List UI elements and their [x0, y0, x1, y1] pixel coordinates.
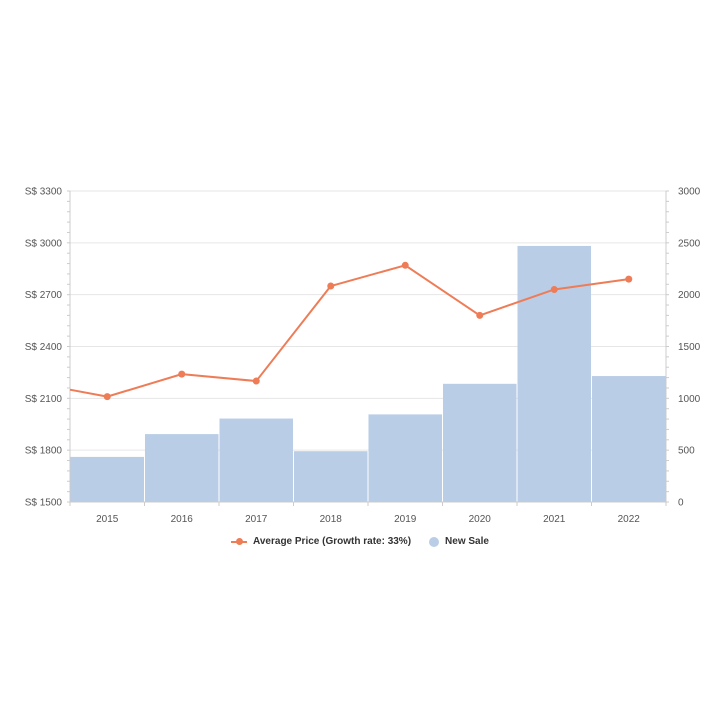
- x-tick-label: 2018: [320, 514, 343, 525]
- axes: [67, 190, 669, 506]
- y-right-tick-label: 3000: [678, 187, 701, 198]
- tick-labels: S$ 1500 S$ 1800 S$ 2100 S$ 2400 S$ 2700 S$ 30…: [25, 187, 701, 526]
- x-tick-label: 2022: [618, 514, 641, 525]
- circle-marker-icon: [429, 536, 440, 547]
- bar: [70, 456, 144, 502]
- x-tick-label: 2016: [171, 514, 194, 525]
- price-point: [252, 377, 260, 385]
- bar: [219, 418, 293, 502]
- y-right-tick-label: 1000: [678, 394, 701, 405]
- x-tick-label: 2017: [245, 514, 268, 525]
- x-tick-label: 2020: [469, 514, 492, 525]
- y-left-tick-label: S$ 2100: [25, 394, 63, 405]
- x-tick-label: 2021: [543, 514, 566, 525]
- y-right-tick-label: 2000: [678, 290, 701, 301]
- legend-item-average-price[interactable]: Average Price (Growth rate: 33%): [231, 536, 411, 547]
- legend-label-new-sale: New Sale: [445, 536, 489, 547]
- bar: [294, 451, 368, 502]
- bar: [443, 383, 517, 502]
- price-point: [103, 393, 111, 401]
- price-point: [327, 282, 335, 290]
- price-point: [625, 275, 633, 283]
- bar: [145, 434, 219, 502]
- bar-series-new-sale: [70, 245, 666, 502]
- price-point: [178, 370, 186, 378]
- bar: [517, 245, 591, 502]
- bar: [368, 414, 442, 502]
- x-tick-label: 2019: [394, 514, 417, 525]
- y-right-tick-label: 0: [678, 498, 684, 509]
- price-point: [550, 285, 558, 293]
- y-right-tick-label: 2500: [678, 238, 701, 249]
- y-left-tick-label: S$ 2400: [25, 342, 63, 353]
- y-left-tick-label: S$ 2700: [25, 290, 63, 301]
- y-left-tick-label: S$ 3000: [25, 238, 63, 249]
- legend-label-average-price: Average Price (Growth rate: 33%): [253, 536, 412, 547]
- price-point: [476, 311, 484, 319]
- y-right-tick-label: 1500: [678, 342, 701, 353]
- price-point: [401, 261, 409, 269]
- y-left-tick-label: S$ 1500: [25, 498, 63, 509]
- y-left-tick-label: S$ 1800: [25, 446, 63, 457]
- bar: [592, 376, 666, 502]
- y-right-tick-label: 500: [678, 446, 695, 457]
- y-left-tick-label: S$ 3300: [25, 187, 63, 198]
- line-marker-icon: [231, 537, 248, 545]
- legend: Average Price (Growth rate: 33%) New Sal…: [0, 536, 720, 547]
- line-series-average-price: [69, 261, 633, 401]
- x-tick-label: 2015: [96, 514, 119, 525]
- legend-item-new-sale[interactable]: New Sale: [429, 536, 489, 547]
